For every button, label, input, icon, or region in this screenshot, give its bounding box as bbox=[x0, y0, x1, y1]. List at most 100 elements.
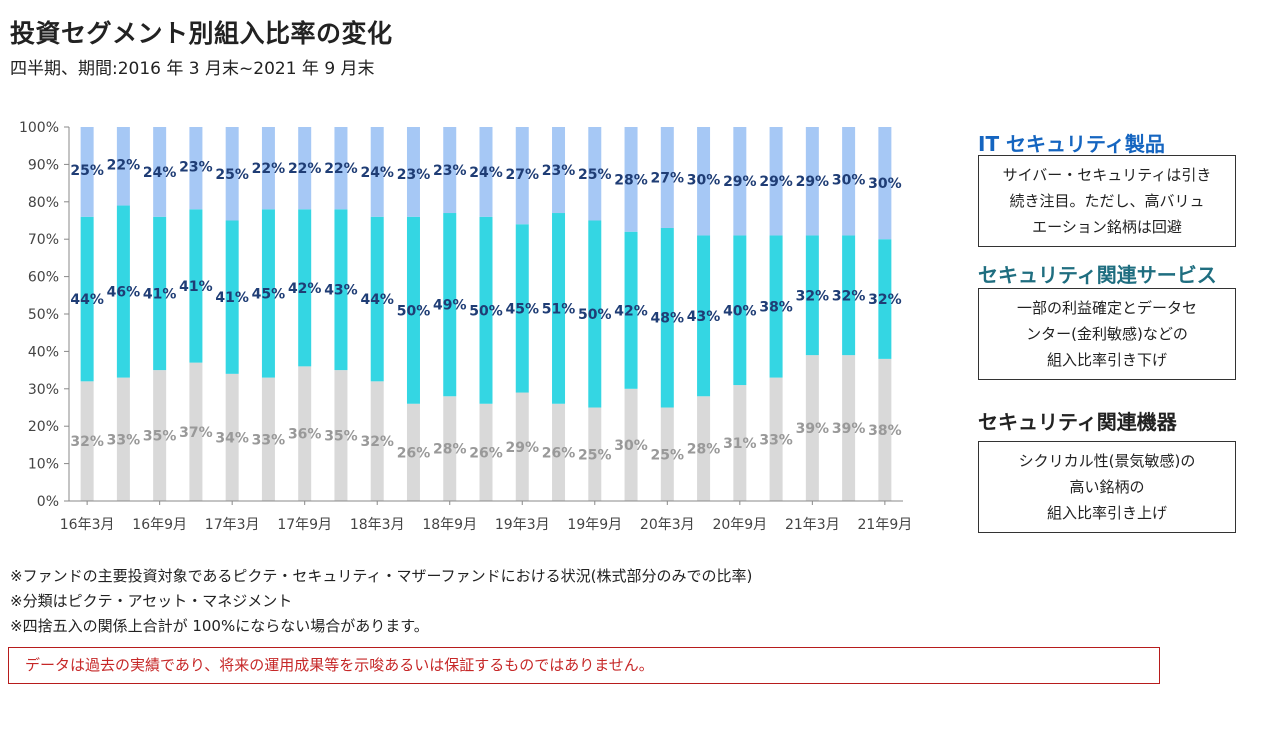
bar-segment-it bbox=[515, 127, 529, 225]
bar-segment-services bbox=[189, 209, 203, 363]
bar-segment-devices bbox=[334, 370, 348, 501]
bar-segment-devices bbox=[406, 403, 420, 501]
bar-segment-services bbox=[261, 209, 275, 378]
bar-segment-services bbox=[552, 213, 566, 404]
data-label-services: 43% bbox=[324, 283, 358, 299]
y-tick-label: 30% bbox=[28, 382, 59, 398]
bar-segment-it bbox=[334, 127, 348, 210]
data-label-services: 50% bbox=[397, 303, 431, 319]
bar-segment-devices bbox=[588, 407, 602, 501]
x-tick-label: 16年3月 bbox=[60, 517, 115, 533]
bar-segment-services bbox=[153, 216, 167, 371]
segment-devices-title: セキュリティ関連機器 bbox=[978, 410, 1177, 434]
y-tick-label: 10% bbox=[28, 457, 59, 473]
x-tick-label: 21年3月 bbox=[785, 517, 840, 533]
bar-segment-devices bbox=[769, 377, 783, 501]
bar-segment-services bbox=[805, 235, 819, 356]
y-tick-label: 50% bbox=[28, 307, 59, 323]
data-label-it: 23% bbox=[397, 167, 431, 183]
bar-segment-devices bbox=[153, 370, 167, 501]
bar-segment-devices bbox=[116, 377, 130, 501]
data-label-devices: 31% bbox=[723, 436, 757, 452]
x-tick-label: 18年9月 bbox=[422, 517, 477, 533]
segment-devices-line: シクリカル性(景気敏感)の bbox=[1018, 452, 1196, 470]
data-label-it: 22% bbox=[288, 161, 322, 177]
bar-segment-devices bbox=[624, 388, 638, 501]
segment-it-line: 続き注目。ただし、高バリュ bbox=[1009, 192, 1205, 210]
bar-segment-services bbox=[225, 220, 239, 374]
data-label-devices: 33% bbox=[252, 432, 286, 448]
data-label-services: 32% bbox=[832, 288, 866, 304]
data-label-it: 27% bbox=[651, 170, 685, 186]
data-label-devices: 32% bbox=[70, 434, 104, 450]
bar-segment-it bbox=[370, 127, 384, 217]
data-label-devices: 28% bbox=[433, 442, 467, 458]
bar-segment-services bbox=[406, 216, 420, 404]
bar-segment-it bbox=[261, 127, 275, 210]
x-tick-label: 20年9月 bbox=[712, 517, 767, 533]
data-label-it: 29% bbox=[723, 174, 757, 190]
data-label-services: 45% bbox=[506, 301, 540, 317]
y-tick-label: 80% bbox=[28, 195, 59, 211]
bar-segment-services bbox=[697, 235, 711, 397]
stacked-bar-chart: 0% 10% 20% 30% 40% 50% 60% 70% 80% 90% 100% 32% 44% 2… bbox=[19, 120, 913, 533]
bar-segment-it bbox=[805, 127, 819, 236]
data-label-it: 30% bbox=[687, 172, 721, 188]
data-label-devices: 36% bbox=[288, 427, 322, 443]
bar-segment-services bbox=[370, 216, 384, 382]
data-label-it: 27% bbox=[506, 167, 540, 183]
data-label-devices: 26% bbox=[397, 445, 431, 461]
bar-segment-devices bbox=[842, 355, 856, 501]
y-tick-label: 60% bbox=[28, 270, 59, 286]
x-tick-label: 17年9月 bbox=[277, 517, 332, 533]
bar-segment-services bbox=[733, 235, 747, 386]
bar-segment-devices bbox=[189, 362, 203, 501]
data-label-it: 30% bbox=[868, 176, 902, 192]
data-label-services: 41% bbox=[215, 290, 249, 306]
bar-segment-services bbox=[588, 220, 602, 408]
bar-segment-it bbox=[479, 127, 493, 217]
data-label-services: 32% bbox=[868, 292, 902, 308]
bar-segment-devices bbox=[733, 385, 747, 501]
bar-segment-services bbox=[515, 224, 529, 393]
bar-segment-devices bbox=[261, 377, 275, 501]
data-label-it: 24% bbox=[143, 165, 177, 181]
bar-segment-services bbox=[298, 209, 312, 367]
bar-segment-services bbox=[443, 213, 457, 397]
data-label-services: 50% bbox=[469, 303, 503, 319]
bar-segment-devices bbox=[552, 403, 566, 501]
data-label-it: 28% bbox=[614, 172, 648, 188]
data-label-services: 38% bbox=[759, 300, 793, 316]
y-tick-label: 100% bbox=[19, 120, 59, 136]
segment-devices-line: 組入比率引き上げ bbox=[1046, 504, 1167, 522]
bar-segment-it bbox=[878, 127, 892, 240]
data-label-it: 23% bbox=[433, 163, 467, 179]
data-label-services: 44% bbox=[70, 292, 104, 308]
x-tick-label: 21年9月 bbox=[858, 517, 913, 533]
bar-segment-devices bbox=[515, 392, 529, 501]
x-tick-label: 19年3月 bbox=[495, 517, 550, 533]
data-label-it: 24% bbox=[360, 165, 394, 181]
data-label-it: 22% bbox=[252, 161, 286, 177]
bar-segment-services bbox=[116, 205, 130, 378]
page-title: 投資セグメント別組入比率の変化 bbox=[10, 19, 393, 48]
footnote: ※四捨五入の関係上合計が 100%にならない場合があります。 bbox=[10, 617, 429, 635]
data-label-devices: 39% bbox=[832, 421, 866, 437]
segment-devices-line: 高い銘柄の bbox=[1069, 478, 1145, 496]
x-tick-label: 17年3月 bbox=[205, 517, 260, 533]
footnotes: ※ファンドの主要投資対象であるピクテ・セキュリティ・マザーファンドにおける状況(… bbox=[10, 564, 752, 639]
data-label-services: 49% bbox=[433, 298, 467, 314]
data-label-devices: 35% bbox=[324, 429, 358, 445]
data-label-services: 51% bbox=[542, 301, 576, 317]
data-label-services: 32% bbox=[796, 288, 830, 304]
segment-services-line: ンター(金利敏感)などの bbox=[1026, 325, 1188, 343]
bar-segment-services bbox=[660, 227, 674, 408]
x-tick-label: 19年9月 bbox=[567, 517, 622, 533]
segment-services-comment: 一部の利益確定とデータセ ンター(金利敏感)などの 組入比率引き下げ bbox=[978, 288, 1236, 380]
bar-segment-it bbox=[769, 127, 783, 236]
data-label-devices: 25% bbox=[651, 447, 685, 463]
data-label-services: 41% bbox=[179, 279, 213, 295]
x-tick-label: 16年9月 bbox=[132, 517, 187, 533]
data-label-devices: 37% bbox=[179, 425, 213, 441]
bar-segment-devices bbox=[479, 403, 493, 501]
